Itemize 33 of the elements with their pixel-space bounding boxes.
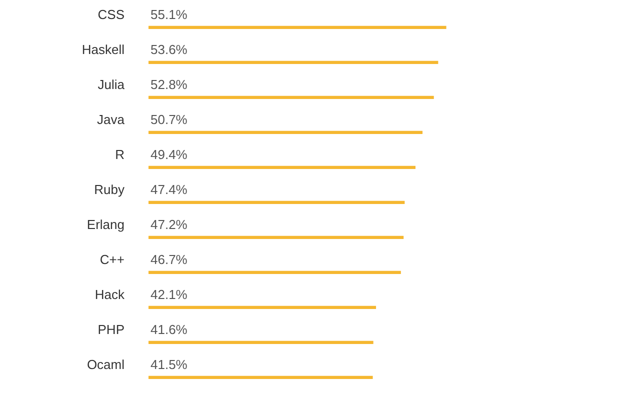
data-label: 42.1%	[150, 287, 188, 302]
data-label: 50.7%	[150, 112, 188, 127]
data-label: 47.2%	[150, 217, 188, 232]
y-tick-label: CSS	[98, 7, 125, 22]
data-label: 41.5%	[150, 357, 188, 372]
y-tick-label: Ruby	[94, 182, 125, 197]
y-tick-label: C++	[100, 252, 125, 267]
bar	[148, 166, 416, 170]
data-label: 53.6%	[150, 42, 188, 57]
bar	[148, 96, 434, 100]
bar	[148, 26, 446, 30]
data-label: 46.7%	[150, 252, 188, 267]
bar	[148, 236, 404, 240]
data-label: 55.1%	[150, 7, 188, 22]
bar	[148, 200, 405, 204]
data-label: 47.4%	[150, 182, 188, 197]
bar	[148, 270, 401, 274]
data-label: 49.4%	[150, 147, 188, 162]
y-tick-label: Haskell	[82, 42, 125, 57]
bar	[148, 340, 374, 344]
bar	[148, 60, 438, 64]
bar	[148, 306, 376, 310]
y-tick-label: Hack	[94, 287, 125, 302]
y-tick-label: R	[115, 147, 124, 162]
y-tick-label: Ocaml	[86, 357, 125, 372]
y-tick-label: Java	[97, 112, 126, 127]
data-label: 52.8%	[150, 77, 188, 92]
bar	[148, 130, 423, 134]
y-tick-label: Erlang	[86, 217, 124, 232]
bar	[148, 376, 373, 380]
y-tick-label: PHP	[98, 322, 125, 337]
y-tick-label: Julia	[98, 77, 126, 92]
data-label: 41.6%	[150, 322, 188, 337]
